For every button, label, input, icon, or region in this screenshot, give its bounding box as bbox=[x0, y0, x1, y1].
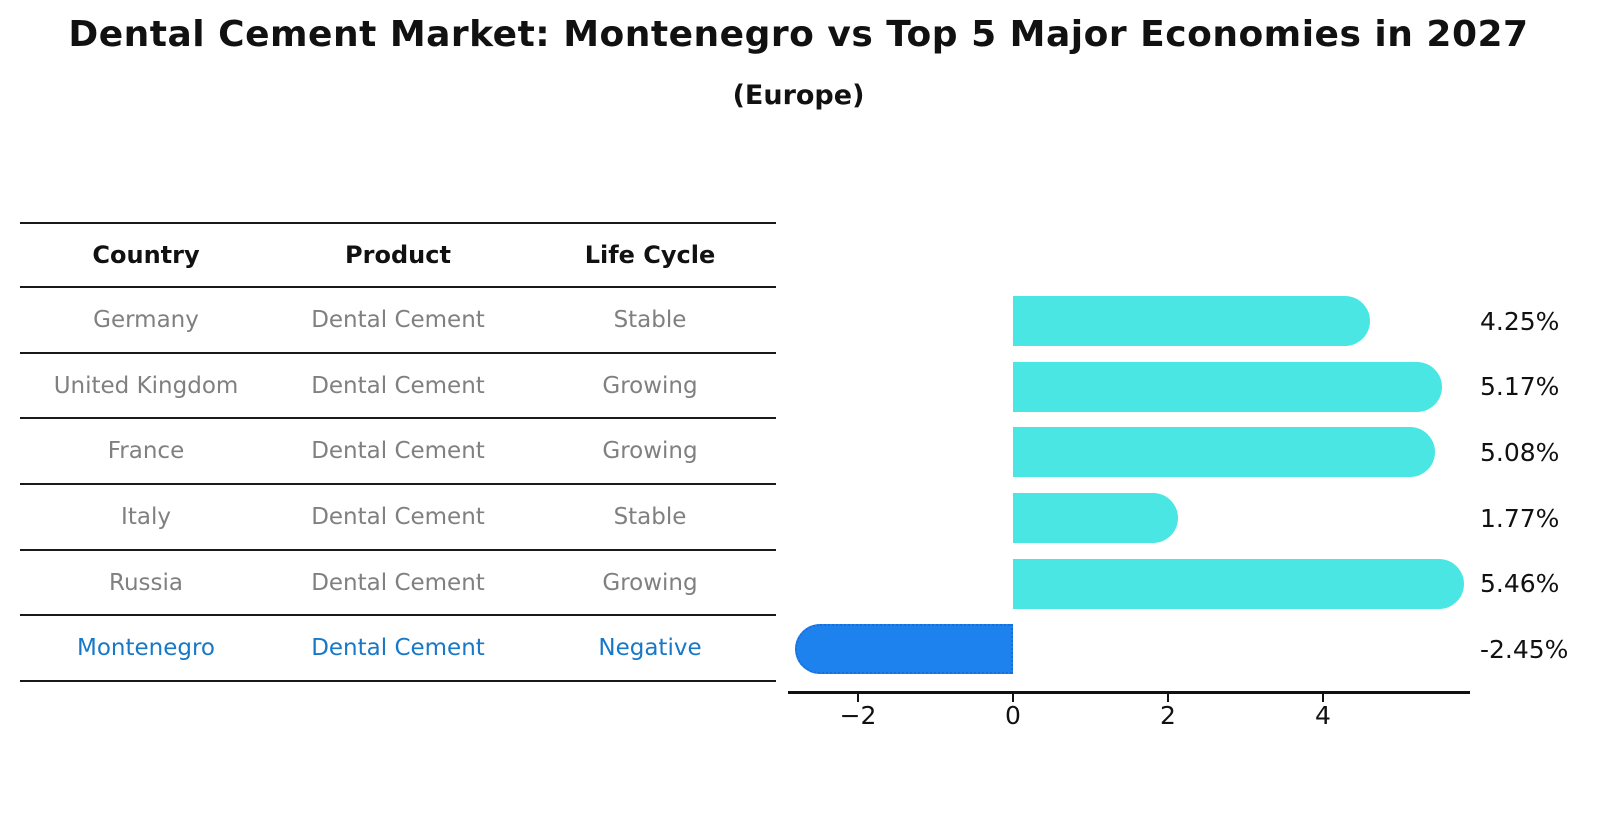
value-label-montenegro: -2.45% bbox=[1480, 634, 1569, 664]
table-cell-country: Italy bbox=[121, 503, 171, 530]
table-cell-country: Germany bbox=[93, 306, 199, 333]
x-tick-label: −2 bbox=[839, 701, 877, 730]
table-cell-country: United Kingdom bbox=[53, 372, 239, 399]
value-label-united-kingdom: 5.17% bbox=[1480, 372, 1560, 402]
table-row-montenegro: Montenegro Dental Cement Negative bbox=[20, 616, 776, 683]
table-cell-life-cycle: Growing bbox=[602, 569, 698, 596]
bar-germany bbox=[1013, 296, 1371, 346]
table-cell-product: Dental Cement bbox=[311, 635, 485, 662]
table-row-germany: Germany Dental Cement Stable bbox=[20, 288, 776, 354]
table-cell-product: Dental Cement bbox=[311, 503, 485, 530]
bar-france bbox=[1013, 427, 1435, 478]
bar-russia bbox=[1013, 558, 1465, 609]
table-cell-life-cycle: Stable bbox=[613, 503, 687, 530]
x-tick bbox=[1322, 693, 1324, 702]
table-cell-country: Russia bbox=[109, 569, 183, 596]
table-cell-product: Dental Cement bbox=[311, 372, 485, 399]
column-header-life-cycle: Life Cycle bbox=[584, 241, 716, 269]
table-cell-life-cycle: Negative bbox=[598, 635, 702, 662]
table-cell-product: Dental Cement bbox=[311, 306, 485, 333]
table-cell-country: France bbox=[107, 438, 185, 465]
x-axis-line bbox=[788, 691, 1470, 694]
bar-chart: 4.25% 5.17% 5.08% 1.77% 5.46% -2.45% −2 0 2 4 bbox=[788, 285, 1568, 745]
table-cell-country: Montenegro bbox=[76, 635, 215, 662]
table-cell-product: Dental Cement bbox=[311, 569, 485, 596]
x-tick bbox=[1167, 693, 1169, 702]
x-tick-label: 0 bbox=[1005, 701, 1021, 730]
chart-title: Dental Cement Market: Montenegro vs Top … bbox=[68, 14, 1529, 55]
table-cell-product: Dental Cement bbox=[311, 438, 485, 465]
table-row-russia: Russia Dental Cement Growing bbox=[20, 551, 776, 617]
comparison-table: Country Product Life Cycle Germany Dental… bbox=[20, 222, 776, 683]
bar-montenegro bbox=[795, 624, 1013, 675]
table-cell-life-cycle: Growing bbox=[602, 372, 698, 399]
value-label-germany: 4.25% bbox=[1480, 306, 1560, 336]
value-label-france: 5.08% bbox=[1480, 437, 1560, 467]
x-tick-label: 4 bbox=[1315, 701, 1331, 730]
table-row-italy: Italy Dental Cement Stable bbox=[20, 485, 776, 551]
table-cell-life-cycle: Stable bbox=[613, 306, 687, 333]
column-header-country: Country bbox=[92, 241, 200, 269]
table-row-united-kingdom: United Kingdom Dental Cement Growing bbox=[20, 354, 776, 420]
bar-italy bbox=[1013, 493, 1179, 543]
value-label-russia: 5.46% bbox=[1480, 569, 1560, 599]
table-row-france: France Dental Cement Growing bbox=[20, 419, 776, 486]
x-tick bbox=[857, 693, 859, 702]
column-header-product: Product bbox=[345, 241, 451, 269]
table-cell-life-cycle: Growing bbox=[602, 438, 698, 465]
x-tick bbox=[1012, 693, 1014, 702]
value-label-italy: 1.77% bbox=[1480, 503, 1560, 533]
bar-united-kingdom bbox=[1013, 361, 1442, 412]
table-header: Country Product Life Cycle bbox=[20, 222, 776, 288]
table-body: Germany Dental Cement Stable United Kingdom… bbox=[20, 288, 776, 683]
chart-subtitle: (Europe) bbox=[732, 80, 865, 111]
x-tick-label: 2 bbox=[1160, 701, 1176, 730]
